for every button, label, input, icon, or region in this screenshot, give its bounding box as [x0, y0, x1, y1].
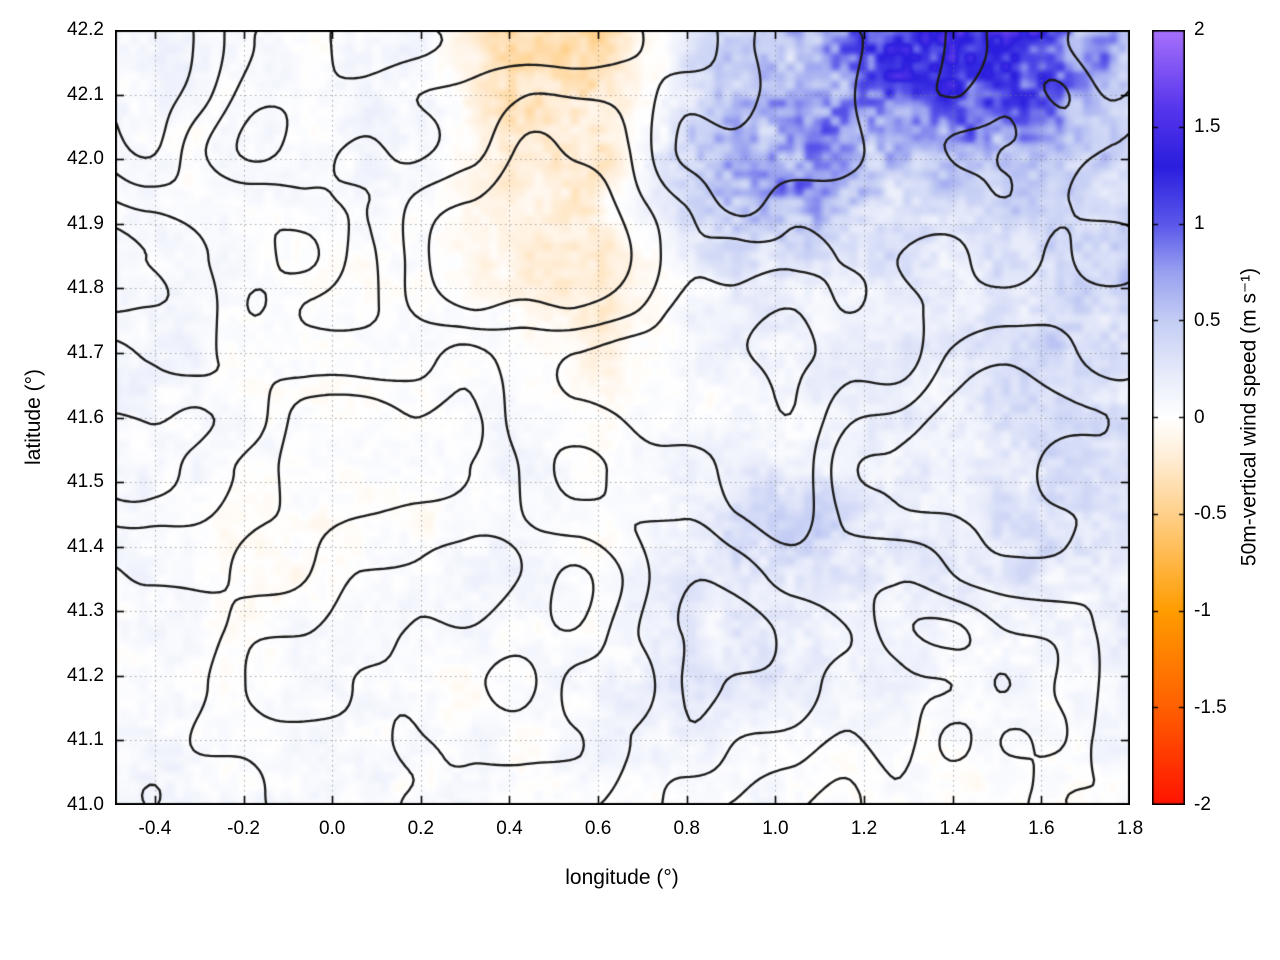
- colorbar-tick-label: -1.5: [1194, 697, 1227, 719]
- colorbar-tick-label: 1.5: [1194, 115, 1221, 137]
- x-axis-label: longitude (°): [565, 866, 679, 889]
- colorbar-tick-label: 2: [1194, 19, 1205, 40]
- colorbar: [1152, 30, 1185, 805]
- colorbar-tick-label: 0.5: [1194, 309, 1221, 331]
- colorbar-tick-label: 1: [1194, 212, 1205, 234]
- y-tick-label: 41.2: [67, 664, 104, 686]
- y-axis-label: latitude (°): [22, 369, 45, 465]
- x-tick-label: 1.4: [939, 818, 966, 839]
- x-tick-label: 0.0: [318, 818, 346, 839]
- x-tick-label: 1.0: [762, 818, 789, 839]
- x-tick-label: 0.4: [496, 818, 523, 839]
- x-tick-label: 0.6: [584, 818, 612, 839]
- y-tick-label: 41.5: [67, 471, 104, 493]
- y-tick-label: 41.1: [67, 729, 104, 751]
- x-tick-label: 0.2: [407, 818, 435, 839]
- x-tick-label: -0.2: [227, 818, 260, 839]
- y-tick-label: 41.9: [67, 212, 104, 234]
- y-tick-label: 42.1: [67, 83, 104, 105]
- y-tick-label: 42.0: [67, 148, 104, 170]
- y-tick-label: 41.7: [67, 341, 104, 363]
- y-tick-label: 41.0: [67, 794, 104, 815]
- colorbar-tick-label: -2: [1194, 794, 1211, 815]
- x-tick-label: 1.6: [1028, 818, 1055, 839]
- colorbar-tick-label: -1: [1194, 600, 1211, 622]
- y-tick-label: 42.2: [67, 19, 104, 40]
- y-tick-label: 41.6: [67, 406, 104, 428]
- y-tick-label: 41.4: [67, 535, 104, 557]
- colorbar-label: 50m-vertical wind speed (m s⁻¹): [1237, 267, 1261, 567]
- y-tick-label: 41.8: [67, 277, 104, 299]
- wind-speed-heatmap-with-contours: [115, 30, 1130, 805]
- colorbar-tick-label: -0.5: [1194, 503, 1227, 525]
- colorbar-tick-label: 0: [1194, 406, 1205, 428]
- x-tick-label: 1.8: [1116, 818, 1144, 839]
- y-tick-label: 41.3: [67, 600, 104, 622]
- x-tick-label: -0.4: [138, 818, 172, 839]
- x-tick-label: 1.2: [850, 818, 878, 839]
- x-tick-label: 0.8: [673, 818, 700, 839]
